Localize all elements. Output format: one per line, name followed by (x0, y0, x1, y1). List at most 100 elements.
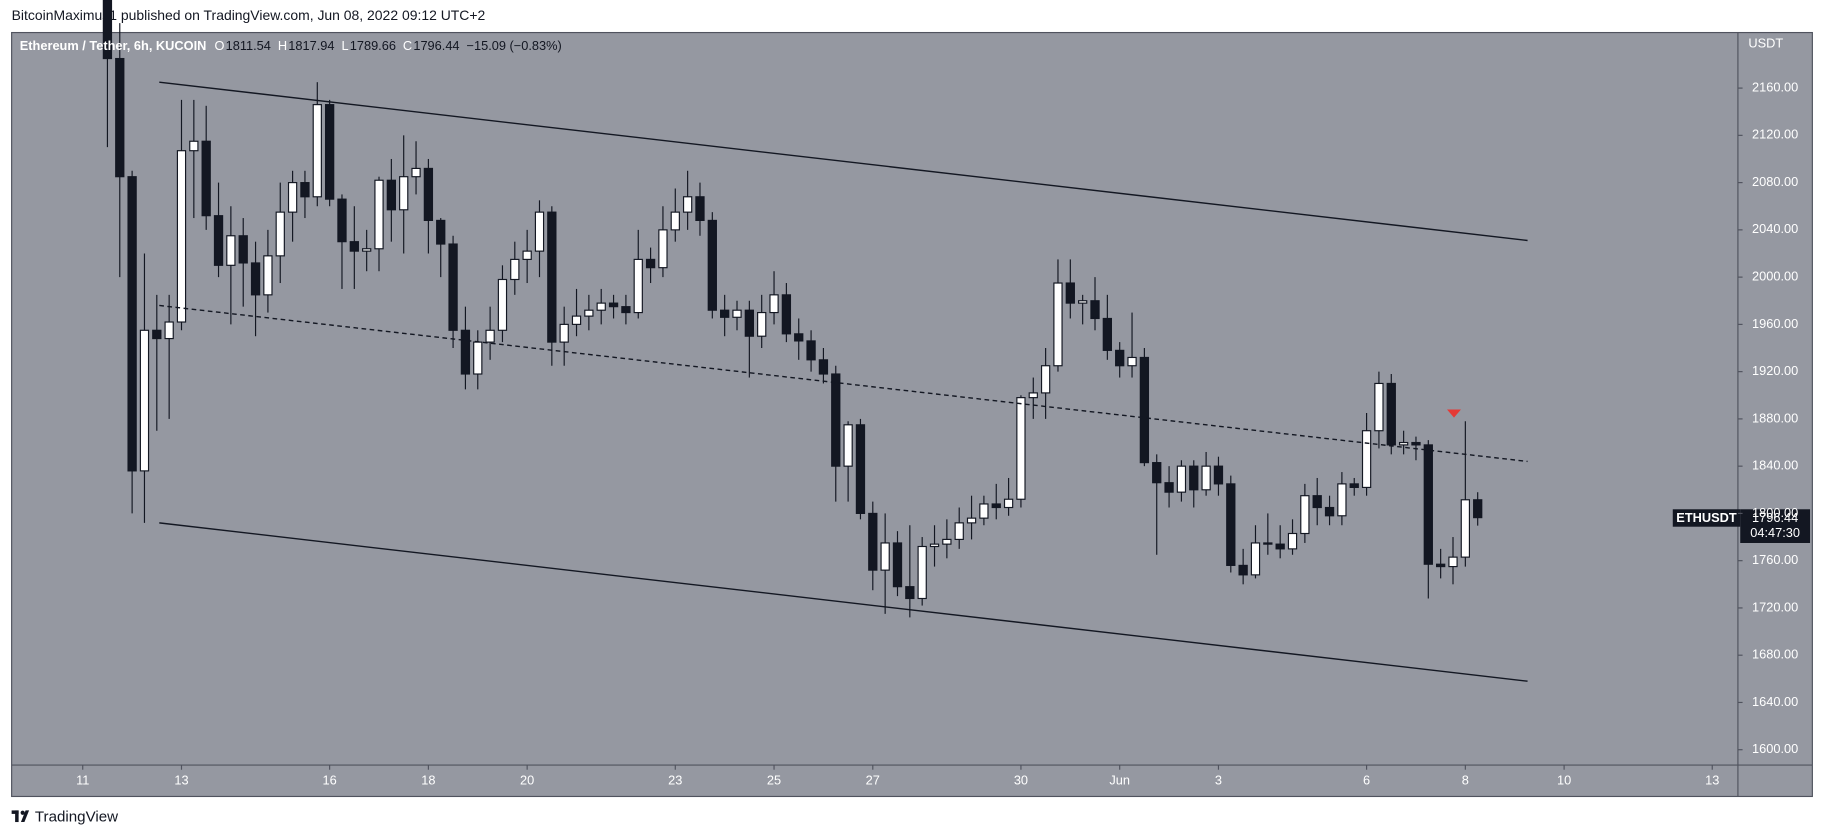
brand-name: TradingView (35, 808, 118, 825)
last-price-box (1740, 509, 1811, 543)
logo-part (20, 810, 25, 815)
y-tick-label: 1960.00 (1752, 316, 1798, 331)
candle-body (473, 341, 483, 375)
candle-body (534, 211, 545, 252)
y-tick-label: 1800.00 (1752, 505, 1798, 520)
candle-body (720, 309, 730, 318)
candle-body (1115, 349, 1125, 367)
legend-field-value: 1796.44 (413, 38, 459, 53)
candle-body (312, 104, 322, 198)
candle-body (1423, 444, 1433, 565)
legend-field-value: 1811.54 (226, 38, 271, 53)
trend-line (159, 522, 1528, 682)
candle-body (1016, 397, 1026, 500)
candle-body (436, 219, 446, 245)
candle-body (1003, 498, 1014, 509)
candle-body (1263, 542, 1273, 545)
candle-body (1078, 300, 1088, 304)
x-tick-label: 20 (520, 773, 534, 788)
candle-body (942, 538, 952, 545)
candle-body (682, 196, 693, 213)
candle-body (1398, 441, 1409, 446)
countdown: 04:47:30 (1750, 525, 1800, 540)
x-tick-label: 13 (1705, 773, 1719, 788)
candle-body (547, 211, 557, 343)
candle-body (374, 179, 384, 250)
x-tick-label: 11 (76, 773, 89, 788)
candle-body (213, 215, 224, 266)
candle-body (399, 176, 409, 211)
candle-body (1275, 543, 1285, 550)
y-tick-label: 2120.00 (1752, 127, 1798, 142)
candle-body (1152, 462, 1162, 484)
candle-body (880, 542, 890, 571)
candle-body (794, 333, 804, 342)
candle-body (485, 329, 495, 343)
candle-body (1226, 483, 1236, 566)
chart-border (11, 31, 1813, 798)
legend-field-value: 1817.94 (288, 38, 334, 53)
candle-body (1238, 564, 1248, 576)
candle-body (1102, 317, 1113, 351)
candle-body (1065, 282, 1075, 304)
candle-body (892, 542, 903, 588)
candle-body (1324, 506, 1335, 517)
brand-logo (11, 810, 30, 823)
x-tick-label: 6 (1363, 773, 1370, 788)
candle-body (226, 235, 236, 266)
x-tick-label: 13 (174, 773, 188, 788)
candle-body (571, 315, 582, 325)
candle-body (1139, 356, 1150, 464)
candle-body (423, 167, 434, 221)
candle-body (287, 182, 298, 213)
last-price: 1796.44 (1752, 510, 1798, 525)
candle-body (645, 258, 656, 269)
candle-body (510, 258, 520, 281)
candle-body (1189, 465, 1199, 491)
candle-body (250, 262, 261, 296)
candle-body (349, 241, 359, 252)
candle-body (460, 329, 471, 375)
candle-body (831, 373, 841, 467)
candle-body (707, 219, 717, 311)
candle-body (139, 329, 150, 472)
candle-body (905, 586, 915, 600)
logo-part (20, 810, 30, 823)
legend-field-label: O (215, 38, 225, 53)
signal-marker (1447, 409, 1461, 418)
candle-body (1312, 495, 1322, 509)
candle-body (1028, 392, 1038, 399)
candle-body (1164, 482, 1174, 493)
candle-body (263, 255, 273, 296)
candle-body (497, 278, 508, 331)
candle-body (337, 198, 347, 243)
candle-body (201, 140, 211, 217)
candle-body (1349, 483, 1359, 489)
x-tick-label: 16 (323, 773, 337, 788)
y-tick-label: 2160.00 (1752, 79, 1798, 94)
y-tick-label: 1920.00 (1752, 363, 1798, 378)
candle-body (275, 211, 285, 257)
candle-body (448, 243, 458, 331)
candle-body (1090, 300, 1100, 320)
x-tick-label: 27 (866, 773, 880, 788)
y-tick-label: 1600.00 (1752, 741, 1798, 756)
candle-body (608, 302, 619, 308)
candle-body (1127, 356, 1137, 367)
price-axis-unit: USDT (1748, 36, 1783, 51)
candle-body (769, 294, 779, 314)
candle-body (1213, 465, 1224, 485)
candle-body (1287, 532, 1298, 550)
trend-line (159, 304, 1528, 463)
candle-body (1300, 495, 1310, 535)
y-tick-label: 1760.00 (1752, 552, 1798, 567)
candle-body (979, 503, 989, 519)
candle-body (362, 248, 372, 252)
candle-body (1337, 483, 1347, 517)
symbol-tag-box (1672, 509, 1741, 527)
y-tick-label: 1840.00 (1752, 458, 1798, 473)
candle-body (818, 359, 829, 375)
candle-body (300, 182, 310, 198)
legend-field-label: L (341, 38, 348, 53)
candle-body (633, 258, 643, 314)
